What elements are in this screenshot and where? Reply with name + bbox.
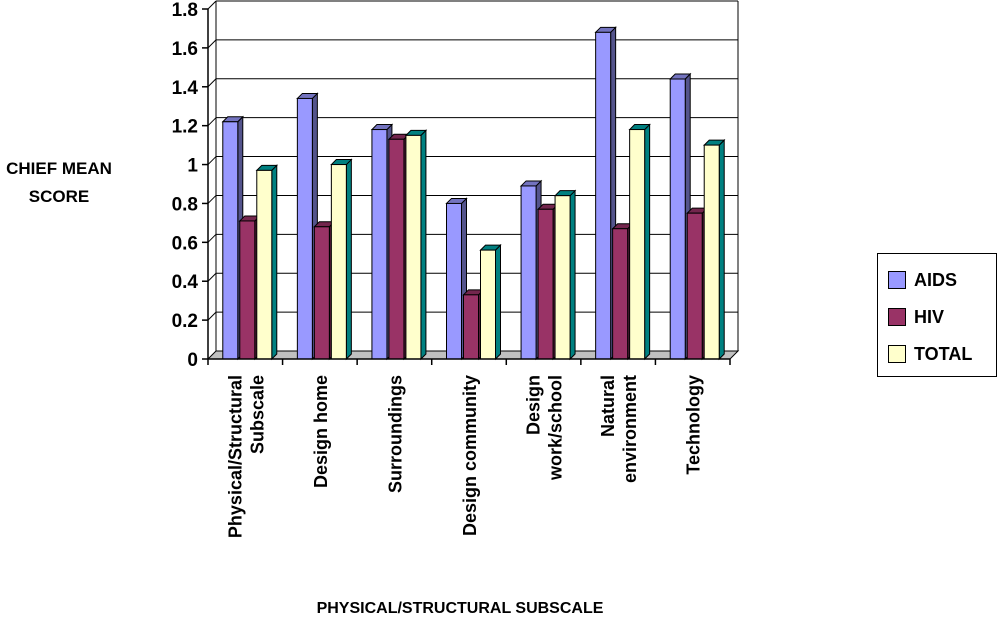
x-tick-label: Technology — [684, 375, 704, 475]
bar-aids-1 — [296, 97, 313, 360]
gridline-depth — [207, 39, 217, 49]
bar-hiv-2 — [388, 138, 405, 360]
y-tick-label: 0 — [187, 350, 198, 371]
x-tick-label: work/school — [546, 375, 566, 481]
x-tick-label: Surroundings — [385, 375, 405, 493]
bar-aids-6 — [669, 78, 686, 360]
bar-side — [718, 138, 725, 361]
bar-total-5 — [629, 129, 646, 360]
bar-total-4 — [554, 195, 571, 360]
bar-hiv-1 — [313, 226, 330, 360]
x-tick-label: Design home — [311, 375, 331, 488]
x-tick-label: Natural — [598, 375, 618, 437]
gridline-depth — [207, 0, 217, 10]
x-tick-label: Design — [524, 375, 544, 435]
bar-hiv-0 — [239, 220, 256, 360]
bar-total-6 — [703, 144, 720, 360]
x-tick-label: environment — [620, 375, 640, 483]
y-tick-label: 1.4 — [172, 78, 199, 99]
y-tick-label: 1 — [187, 156, 198, 177]
y-axis-label-line-1: CHIEF MEAN — [6, 159, 112, 178]
y-tick-label: 0.6 — [172, 233, 198, 254]
bar-aids-2 — [371, 129, 388, 360]
bar-side — [495, 243, 501, 361]
bar-total-0 — [256, 169, 273, 360]
y-tick-label: 1.8 — [172, 0, 198, 21]
legend-label-aids: AIDS — [914, 269, 958, 290]
bar-hiv-5 — [612, 228, 629, 360]
y-tick-label: 0.2 — [172, 311, 198, 332]
gridline-depth — [207, 195, 217, 204]
legend: AIDS HIV TOTAL — [877, 253, 997, 377]
bar-side — [345, 158, 352, 361]
y-axis-label: CHIEF MEAN SCORE — [0, 155, 118, 211]
legend-swatch-total — [888, 345, 906, 363]
bar-hiv-6 — [686, 212, 703, 360]
bar-hiv-4 — [537, 208, 554, 360]
x-tick-label: Design community — [460, 375, 480, 536]
x-axis-label: PHYSICAL/STRUCTURAL SUBSCALE — [316, 600, 604, 617]
gridline-depth — [207, 117, 217, 127]
x-tick-label: Physical/Structural — [225, 375, 245, 538]
bar-side — [569, 189, 576, 361]
bar-side — [644, 123, 651, 361]
bar-aids-5 — [595, 31, 612, 360]
bar-aids-3 — [446, 202, 462, 360]
gridline-depth — [207, 78, 217, 88]
bar-aids-4 — [520, 185, 537, 360]
legend-swatch-aids — [888, 271, 906, 289]
bar-total-1 — [330, 164, 347, 360]
y-tick-label: 1.2 — [172, 117, 198, 138]
bar-side — [420, 129, 427, 361]
y-tick-label: 0.8 — [172, 194, 198, 215]
y-tick-label: 0.4 — [172, 272, 199, 293]
bar-side — [271, 164, 278, 361]
x-tick-label: Subscale — [247, 375, 267, 454]
bar-aids-0 — [222, 121, 239, 360]
y-tick-label: 1.6 — [172, 39, 198, 60]
legend-label-hiv: HIV — [914, 306, 945, 327]
bar-hiv-3 — [463, 294, 479, 360]
gridline-depth — [207, 311, 217, 321]
legend-label-total: TOTAL — [914, 343, 973, 364]
legend-item-total: TOTAL — [888, 342, 972, 366]
gridline-depth — [207, 233, 217, 243]
gridline-depth — [207, 272, 217, 282]
legend-swatch-hiv — [888, 308, 906, 326]
legend-item-aids: AIDS — [888, 268, 957, 292]
bar-total-2 — [405, 134, 422, 360]
legend-item-hiv: HIV — [888, 305, 944, 329]
gridline-depth — [207, 156, 217, 165]
y-axis-label-line-2: SCORE — [28, 187, 90, 206]
bar-total-3 — [480, 249, 496, 360]
